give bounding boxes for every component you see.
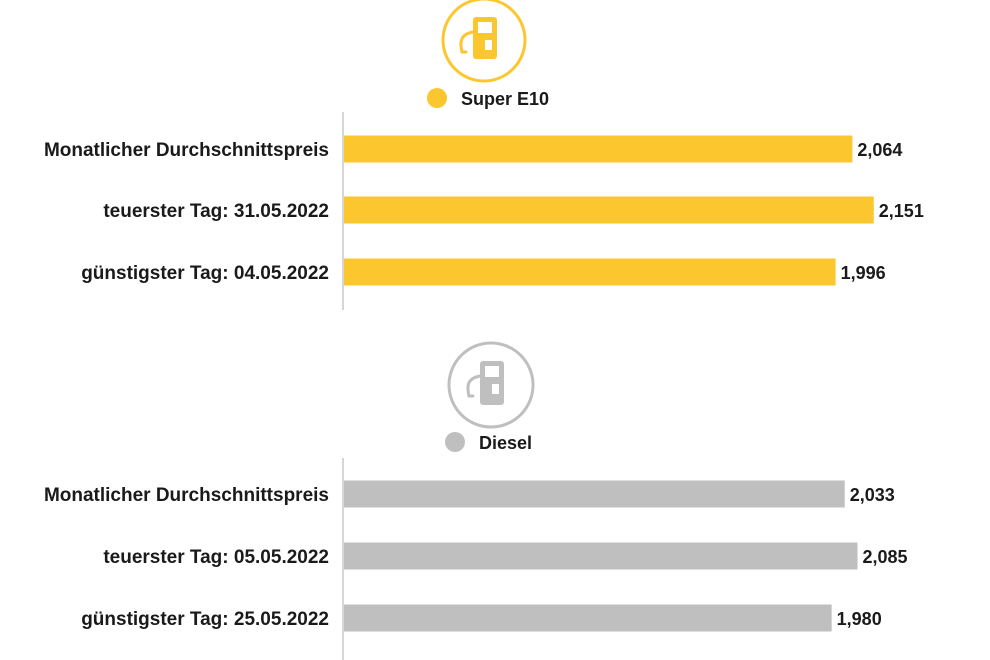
data-label: 1,980 xyxy=(837,609,882,629)
data-label: 2,033 xyxy=(850,485,895,505)
data-label: 2,085 xyxy=(863,547,908,567)
legend-label-diesel: Diesel xyxy=(479,433,532,453)
legend-label-super-e10: Super E10 xyxy=(461,89,549,109)
category-label: teuerster Tag: 31.05.2022 xyxy=(103,201,329,222)
category-label: Monatlicher Durchschnittspreis xyxy=(44,140,329,161)
bar xyxy=(344,604,832,632)
bar xyxy=(344,196,874,224)
category-label: Monatlicher Durchschnittspreis xyxy=(44,485,329,506)
legend-swatch-super-e10 xyxy=(427,88,447,108)
fuel-pump-icon xyxy=(441,0,527,83)
bar-group-super-e10: Monatlicher Durchschnittspreis 2,064 teuer… xyxy=(44,135,924,286)
bar xyxy=(344,542,858,570)
data-label: 1,996 xyxy=(841,263,886,283)
category-label: teuerster Tag: 05.05.2022 xyxy=(103,547,329,568)
bar-group-diesel: Monatlicher Durchschnittspreis 2,033 teuer… xyxy=(44,480,908,632)
bar xyxy=(344,480,845,508)
fuel-pump-icon xyxy=(447,341,535,429)
data-label: 2,151 xyxy=(879,201,924,221)
category-label: günstigster Tag: 25.05.2022 xyxy=(81,609,329,630)
category-label: günstigster Tag: 04.05.2022 xyxy=(81,263,329,284)
panel-diesel: Diesel Monatlicher Durchschnittspreis 2,0… xyxy=(44,341,908,660)
bar xyxy=(344,258,836,286)
panel-super-e10: Super E10 Monatlicher Durchschnittspreis… xyxy=(44,0,924,310)
bar xyxy=(344,135,853,163)
legend-swatch-diesel xyxy=(445,432,465,452)
data-label: 2,064 xyxy=(857,140,902,160)
